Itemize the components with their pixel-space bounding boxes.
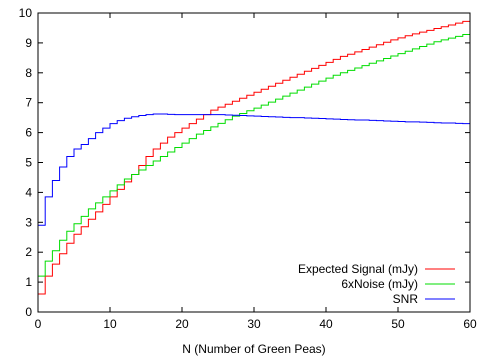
series-line-1: [37, 19, 471, 312]
y-tick-label: 4: [25, 185, 32, 199]
y-tick-label: 3: [25, 215, 32, 229]
y-tick-label: 9: [25, 36, 32, 50]
x-tick-label: 0: [35, 317, 42, 331]
legend: Expected Signal (mJy)6xNoise (mJy)SNR: [298, 262, 455, 306]
x-tick-label: 10: [103, 317, 117, 331]
series-line-3: [37, 113, 470, 312]
x-tick-label: 60: [463, 317, 477, 331]
x-tick-label: 50: [391, 317, 405, 331]
x-tick-label: 20: [175, 317, 189, 331]
y-tick-label: 6: [25, 126, 32, 140]
ticks-layer: 0 10 20 30 40 50 60 0 1 2 3 4 5 6 7 8 9 10: [19, 6, 477, 331]
y-tick-label: 0: [25, 305, 32, 319]
y-tick-label: 5: [25, 156, 32, 170]
legend-label-1: Expected Signal (mJy): [298, 262, 418, 276]
x-axis-label: N (Number of Green Peas): [182, 342, 325, 356]
y-tick-label: 8: [25, 66, 32, 80]
legend-label-2: 6xNoise (mJy): [341, 277, 418, 291]
legend-label-3: SNR: [393, 292, 419, 306]
y-tick-label: 7: [25, 96, 32, 110]
y-tick-label: 1: [25, 275, 32, 289]
x-tick-label: 40: [319, 317, 333, 331]
series-line-2: [37, 33, 471, 312]
series-layer: [37, 19, 471, 312]
x-tick-label: 30: [247, 317, 261, 331]
y-tick-label: 10: [19, 6, 33, 20]
y-tick-label: 2: [25, 245, 32, 259]
